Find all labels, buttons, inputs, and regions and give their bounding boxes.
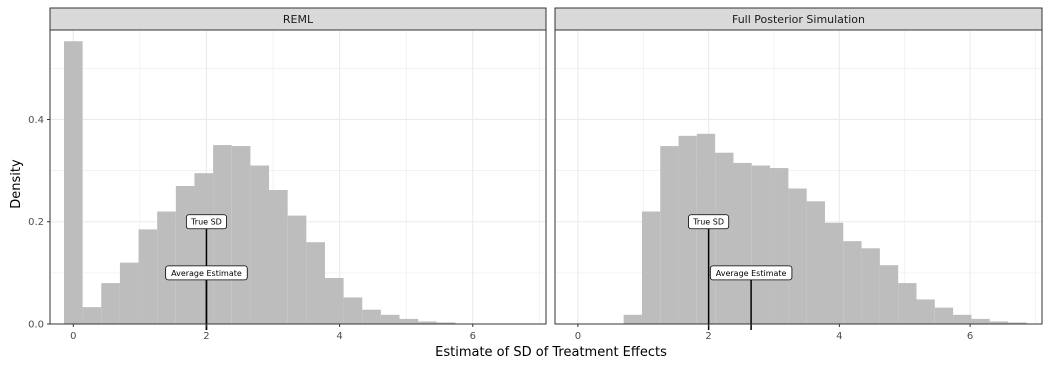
- histogram-bar: [231, 146, 251, 324]
- annotation-label-box: [165, 265, 248, 281]
- histogram-bar: [194, 173, 214, 324]
- x-tick-label: 2: [705, 331, 711, 342]
- histogram-bar: [623, 314, 642, 324]
- annotation-label: True SD: [190, 218, 222, 227]
- histogram-bar: [934, 307, 954, 324]
- histogram-bars: [63, 41, 456, 325]
- histogram-bar: [861, 248, 880, 324]
- histogram-bar: [287, 215, 307, 324]
- histogram-bar: [436, 322, 456, 324]
- histogram-bars: [623, 133, 1027, 324]
- histogram-bar: [343, 297, 363, 324]
- annotation-label: True SD: [692, 218, 724, 227]
- histogram-bar: [324, 277, 344, 324]
- y-tick-label: 0.2: [28, 217, 44, 228]
- histogram-bar: [751, 165, 771, 324]
- histogram-bar: [678, 135, 697, 324]
- histogram-bar: [418, 321, 437, 324]
- x-tick-label: 6: [967, 331, 973, 342]
- histogram-bar: [806, 201, 825, 324]
- panel-border: [554, 29, 1043, 325]
- histogram-bar: [175, 185, 195, 324]
- annotation-label: Average Estimate: [716, 269, 787, 278]
- histogram-bar: [82, 307, 102, 324]
- y-axis-title: Density: [9, 159, 24, 209]
- y-tick-label: 0.4: [28, 115, 44, 126]
- y-axis-ticks: 0.0 0.2 0.4: [28, 115, 50, 331]
- x-tick-label: 4: [336, 331, 342, 342]
- histogram-bar: [898, 283, 917, 324]
- histogram-bar: [879, 265, 899, 324]
- histogram-bar: [362, 309, 381, 324]
- histogram-bar: [971, 318, 990, 324]
- histogram-bar: [119, 262, 139, 324]
- histogram-bar: [715, 152, 734, 324]
- histogram-bar: [306, 242, 325, 324]
- x-axis-ticks: 0 2 4 6: [70, 324, 476, 342]
- x-tick-label: 2: [203, 331, 209, 342]
- x-tick-label: 4: [836, 331, 842, 342]
- histogram-bar: [63, 41, 83, 325]
- histogram-bar: [269, 190, 288, 324]
- histogram-bar: [843, 241, 862, 324]
- x-axis-ticks: 0 2 4 6: [575, 324, 973, 342]
- x-tick-label: 0: [70, 331, 76, 342]
- histogram-bar: [138, 229, 158, 324]
- histogram-bar: [101, 283, 120, 324]
- histogram-bar: [953, 314, 972, 324]
- histogram-bar: [770, 168, 789, 324]
- histogram-bar: [250, 165, 270, 324]
- x-tick-label: 6: [470, 331, 476, 342]
- panel-2: Full Posterior Simulation True SD Average …: [554, 7, 1043, 342]
- annotations: True SD Average Estimate: [688, 214, 793, 330]
- annotation-label-box: [709, 265, 793, 281]
- histogram-bar: [1008, 322, 1027, 324]
- histogram-bar: [733, 162, 752, 324]
- histogram-bar: [380, 314, 400, 324]
- histogram-bar: [989, 321, 1009, 324]
- facet-title: Full Posterior Simulation: [732, 13, 865, 26]
- x-tick-label: 0: [575, 331, 581, 342]
- annotation-label-box: [185, 214, 227, 230]
- histogram-bar: [660, 146, 679, 324]
- panel-border: [49, 29, 547, 325]
- annotation-label-box: [688, 214, 730, 230]
- facet-title: REML: [283, 13, 314, 26]
- annotations: True SD Average Estimate: [165, 214, 248, 330]
- annotation-label: Average Estimate: [171, 269, 242, 278]
- histogram-bar: [641, 211, 661, 324]
- y-tick-label: 0.0: [28, 320, 44, 331]
- histogram-bar: [916, 299, 935, 324]
- histogram-bar: [788, 188, 807, 324]
- panel-1: REML True SD Average Estimate 0 2 4 6: [49, 7, 547, 342]
- x-axis-title: Estimate of SD of Treatment Effects: [435, 345, 667, 360]
- histogram-bar: [824, 222, 844, 324]
- histogram-bar: [399, 318, 419, 324]
- histogram-bar: [213, 145, 232, 324]
